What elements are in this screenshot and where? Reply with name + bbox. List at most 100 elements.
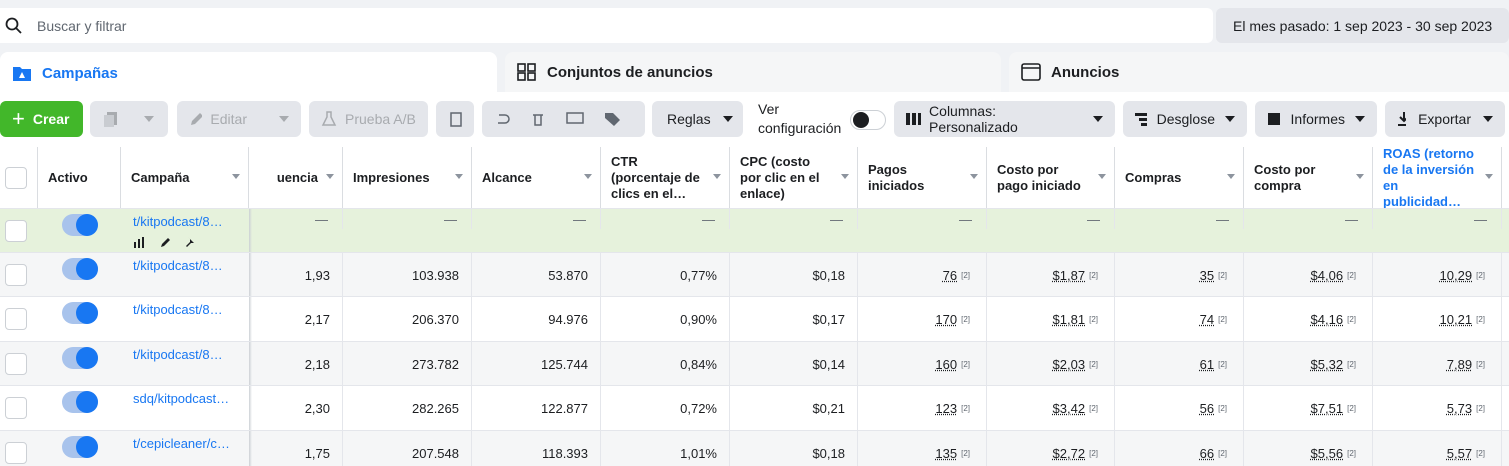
row-checkbox[interactable] — [5, 308, 27, 330]
export-button[interactable]: Exportar — [1385, 101, 1505, 137]
metric-value[interactable]: $5,32 — [1310, 356, 1344, 372]
row-checkbox[interactable] — [5, 442, 27, 464]
search-bar[interactable]: Buscar y filtrar — [0, 8, 1213, 43]
rules-button[interactable]: Reglas — [652, 101, 743, 137]
metric-value[interactable]: 56 — [1199, 400, 1215, 416]
column-header[interactable]: Campaña — [121, 147, 249, 208]
view-setup-toggle[interactable] — [850, 110, 886, 130]
campaign-name[interactable]: t/cepicleaner/c… — [133, 435, 230, 451]
column-header[interactable]: Costo por compra — [1244, 147, 1373, 208]
column-header[interactable]: Impresiones — [343, 147, 472, 208]
metric-value[interactable]: $3,42 — [1052, 400, 1086, 416]
metric-value: — — [1087, 211, 1100, 227]
column-header[interactable]: uencia — [249, 147, 343, 208]
toggle[interactable] — [62, 436, 98, 458]
metric-value[interactable]: $2,72 — [1052, 445, 1086, 461]
metric-value[interactable]: 74 — [1199, 311, 1215, 327]
metric-value[interactable]: 135 — [935, 445, 958, 461]
edit-button[interactable]: Editar — [177, 101, 301, 137]
row-action-icons[interactable] — [133, 235, 203, 249]
footnote-mark: [2] — [1218, 448, 1227, 458]
column-header[interactable]: Compras — [1115, 147, 1244, 208]
sort-caret — [970, 174, 978, 179]
toggle[interactable] — [62, 391, 98, 413]
reports-button[interactable]: Informes — [1255, 101, 1377, 137]
metric-value[interactable]: 66 — [1199, 445, 1215, 461]
metric-value[interactable]: 5,73 — [1446, 400, 1473, 416]
duplicate-button[interactable] — [90, 101, 168, 137]
header-label: uencia — [276, 169, 318, 185]
metric-value[interactable]: 170 — [935, 311, 958, 327]
metric-value[interactable]: 61 — [1199, 356, 1215, 372]
column-header[interactable]: Pagos iniciados — [858, 147, 987, 208]
footnote-mark: [2] — [1476, 403, 1485, 413]
metric-cell: 76 [2] — [858, 253, 987, 297]
metric-value: — — [702, 211, 715, 227]
row-checkbox[interactable] — [5, 397, 27, 419]
metric-cell: $5,32 [2] — [1244, 342, 1373, 386]
toggle[interactable] — [62, 347, 98, 369]
undo-delete-group[interactable] — [482, 101, 645, 137]
column-header[interactable]: CTR (porcentaje de clics en el… — [601, 147, 730, 208]
search-placeholder: Buscar y filtrar — [37, 17, 127, 34]
ab-test-button[interactable]: Prueba A/B — [309, 101, 428, 137]
column-header[interactable]: Alcance — [472, 147, 601, 208]
footnote-mark: [2] — [1347, 314, 1356, 324]
metric-value[interactable]: 10,29 — [1439, 267, 1473, 283]
date-range-button[interactable]: El mes pasado: 1 sep 2023 - 30 sep 2023 — [1216, 8, 1509, 43]
breakdown-label: Desglose — [1156, 111, 1215, 127]
metric-value[interactable]: 160 — [935, 356, 958, 372]
columns-button[interactable]: Columnas: Personalizado — [894, 101, 1115, 137]
column-header[interactable]: Activo — [38, 147, 121, 208]
metric-value[interactable]: $2,03 — [1052, 356, 1086, 372]
tab-campaigns[interactable]: Campañas — [0, 52, 497, 94]
campaign-name[interactable]: t/kitpodcast/8… — [133, 346, 223, 362]
column-header[interactable]: Costo por pago iniciado — [987, 147, 1115, 208]
metric-value[interactable]: 10,21 — [1439, 311, 1473, 327]
create-button[interactable]: + Crear — [0, 101, 83, 137]
row-checkbox[interactable] — [5, 353, 27, 375]
pencil-icon — [191, 113, 203, 125]
reports-label: Informes — [1290, 111, 1345, 127]
toggle[interactable] — [62, 214, 98, 236]
metric-value[interactable]: 123 — [935, 400, 958, 416]
metric-value[interactable]: $4,16 — [1310, 311, 1344, 327]
footnote-mark: [2] — [1218, 314, 1227, 324]
trash-icon — [533, 114, 543, 126]
toggle-knob — [76, 214, 98, 236]
metric-value: $0,18 — [812, 267, 845, 283]
clipboard-button[interactable] — [436, 101, 474, 137]
metric-value[interactable]: $5,56 — [1310, 445, 1344, 461]
metric-value[interactable]: 7,89 — [1446, 356, 1473, 372]
metric-value[interactable]: 76 — [942, 267, 958, 283]
row-checkbox[interactable] — [5, 264, 27, 286]
footnote-mark: [2] — [961, 314, 970, 324]
tab-adsets[interactable]: Conjuntos de anuncios — [505, 52, 1001, 92]
ab-test-label: Prueba A/B — [345, 111, 416, 127]
metric-value[interactable]: $1,87 — [1052, 267, 1086, 283]
toggle[interactable] — [62, 302, 98, 324]
column-header[interactable]: ROAS (retorno de la inversión en publici… — [1373, 147, 1502, 209]
campaign-name[interactable]: t/kitpodcast/8… — [133, 257, 223, 273]
row-checkbox[interactable] — [5, 220, 27, 242]
metric-value[interactable]: 5,57 — [1446, 445, 1473, 461]
metric-value: 1,75 — [304, 445, 330, 461]
metric-value[interactable]: 35 — [1199, 267, 1215, 283]
breakdown-button[interactable]: Desglose — [1123, 101, 1247, 137]
metric-cell: $0,17 — [730, 297, 858, 341]
tab-ads[interactable]: Anuncios — [1009, 52, 1509, 92]
column-header[interactable]: CPC (costo por clic en el enlace) — [730, 147, 858, 208]
metric-value[interactable]: $4,06 — [1310, 267, 1344, 283]
metric-cell: — — [987, 209, 1115, 229]
sticky-shadow — [249, 297, 252, 341]
metric-value[interactable]: $1,81 — [1052, 311, 1086, 327]
toggle[interactable] — [62, 258, 98, 280]
header-checkbox[interactable] — [5, 167, 27, 189]
table-row: t/kitpodcast/8… 2,17 206.370 94.976 0,90% $0,… — [0, 296, 1509, 341]
metric-cell: $3,42 [2] — [987, 386, 1115, 430]
campaign-name[interactable]: t/kitpodcast/8… — [133, 213, 223, 229]
header-label: Activo — [48, 169, 88, 185]
metric-value[interactable]: $7,51 — [1310, 400, 1344, 416]
campaign-name[interactable]: t/kitpodcast/8… — [133, 301, 223, 317]
campaign-name[interactable]: sdq/kitpodcast… — [133, 390, 230, 406]
